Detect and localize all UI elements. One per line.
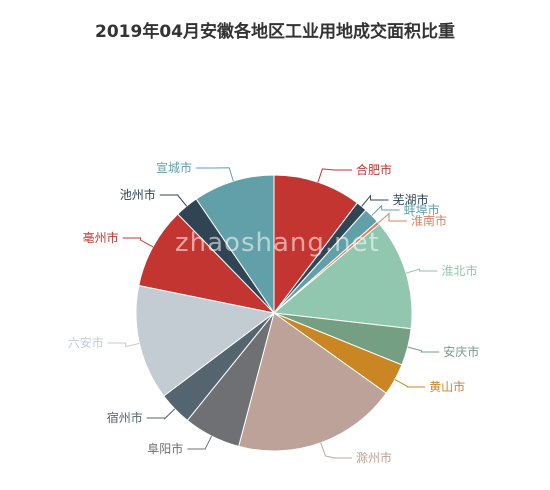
- pie-slice-13[interactable]: [195, 174, 275, 315]
- slice-label-11: 亳州市: [83, 230, 119, 245]
- leader-line-8: [187, 435, 213, 450]
- leader-line-4: [405, 268, 438, 274]
- slice-label-7: 滁州市: [356, 450, 392, 465]
- pie-slice-4[interactable]: [272, 223, 413, 330]
- slice-label-6: 黄山市: [429, 379, 465, 394]
- leader-line-10: [107, 342, 140, 348]
- leader-line-11: [122, 237, 154, 248]
- leader-line-3: [378, 212, 407, 224]
- slice-label-9: 宿州市: [107, 410, 143, 425]
- slice-label-0: 合肥市: [356, 162, 392, 177]
- leader-line-13: [196, 167, 234, 182]
- leader-line-0: [317, 168, 352, 183]
- leader-line-1: [361, 194, 389, 207]
- slice-label-12: 池州市: [120, 187, 156, 202]
- slice-label-10: 六安市: [68, 335, 104, 350]
- slice-label-4: 淮北市: [442, 263, 478, 278]
- slice-label-2: 蚌埠市: [404, 202, 440, 217]
- slice-label-3: 淮南市: [411, 213, 447, 228]
- leader-line-2: [371, 204, 400, 216]
- slice-label-5: 安庆市: [443, 344, 479, 359]
- slice-label-13: 宣城市: [156, 160, 192, 175]
- leader-line-12: [159, 194, 188, 207]
- leader-line-5: [407, 346, 440, 353]
- slice-label-8: 阜阳市: [147, 441, 183, 456]
- leader-line-6: [394, 379, 426, 388]
- leader-line-9: [146, 408, 176, 420]
- pie-slice-11[interactable]: [138, 213, 276, 314]
- leader-line-7: [320, 442, 352, 459]
- chart-title: 2019年04月安徽各地区工业用地成交面积比重: [95, 22, 455, 42]
- slice-label-1: 芜湖市: [393, 192, 429, 207]
